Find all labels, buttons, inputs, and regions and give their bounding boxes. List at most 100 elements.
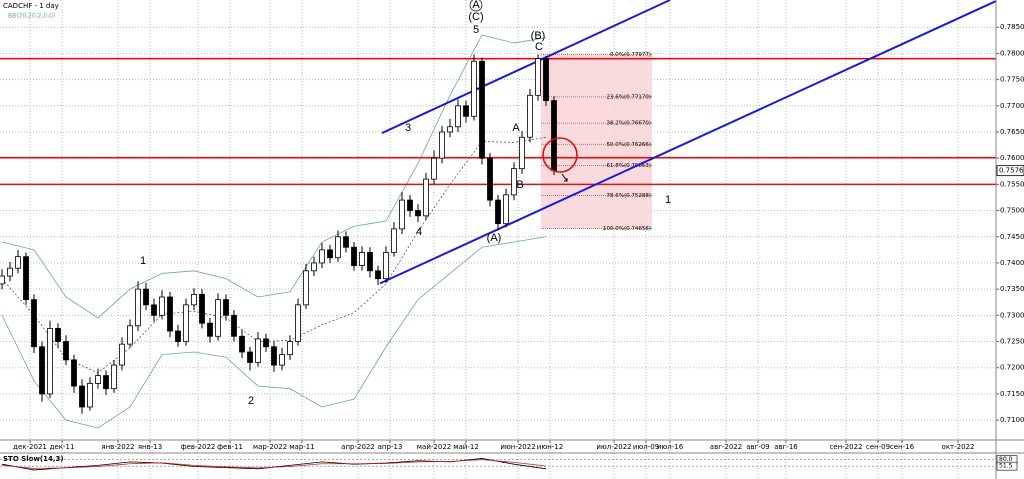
candle-body <box>95 375 101 384</box>
candle-body <box>47 328 53 395</box>
candle-body <box>351 246 357 266</box>
x-tick-label: сен-09 <box>866 443 890 451</box>
candle-body <box>279 354 285 366</box>
wave-circle <box>469 0 483 12</box>
x-tick-label: апр-13 <box>378 443 403 451</box>
band-upper <box>1 34 547 319</box>
candle-body <box>295 304 301 342</box>
candle-body <box>255 338 261 363</box>
last-price-label: 0.75762 <box>999 167 1024 175</box>
x-tick-label: авг-2022 <box>710 443 742 451</box>
fib-label: 61.8%(0.75863) <box>606 163 651 169</box>
candle-body <box>191 293 197 306</box>
candle-body <box>63 341 69 361</box>
candle-body <box>103 375 109 390</box>
x-tick-label: июл-09 <box>633 443 659 451</box>
candle-body <box>319 249 325 264</box>
last-price-box <box>996 165 1024 177</box>
candle-body <box>167 296 173 332</box>
candle-body <box>159 296 165 316</box>
candle-body <box>335 236 341 259</box>
candle-body <box>407 199 413 211</box>
x-tick-label: дек-2021 <box>13 443 47 451</box>
wave-label: 1 <box>665 194 671 206</box>
candle-body <box>543 58 549 101</box>
candle-body <box>71 359 77 387</box>
candle-body <box>439 131 445 159</box>
x-tick-label: июл-2022 <box>596 443 631 451</box>
candle-body <box>527 94 533 138</box>
candle-body <box>519 136 525 170</box>
candle-body <box>239 335 245 353</box>
candle-body <box>151 304 157 316</box>
wave-label: 5 <box>473 24 479 36</box>
channel-line <box>381 0 671 134</box>
candle-body <box>551 100 557 172</box>
osc-level-box <box>996 461 1018 471</box>
channel-line <box>379 0 997 285</box>
fib-label: 78.6%(0.75288) <box>606 193 651 199</box>
x-tick-label: фев-2022 <box>181 443 216 451</box>
candle-body <box>399 199 405 230</box>
candle-body <box>511 168 517 196</box>
candle-body <box>343 236 349 248</box>
candle-body <box>471 60 477 117</box>
wave-label: (A) <box>487 232 502 244</box>
candle-body <box>183 304 189 342</box>
candle-body <box>15 256 21 269</box>
candle-body <box>111 364 117 390</box>
candle-body <box>39 346 45 395</box>
x-tick-label: фев-11 <box>217 443 243 451</box>
candle-body <box>447 126 453 133</box>
x-tick-label: мар-2022 <box>253 443 287 451</box>
wave-label: 2 <box>248 395 254 407</box>
osc-level-label: 80.0 <box>999 456 1013 463</box>
candle-body <box>375 270 381 280</box>
candle-body <box>327 249 333 259</box>
candle-body <box>423 178 429 217</box>
candle-body <box>287 341 293 356</box>
fib-zone <box>541 54 652 229</box>
x-tick-label: сен-2022 <box>829 443 862 451</box>
x-tick-label: дек-11 <box>50 443 75 451</box>
band-lower <box>1 236 547 429</box>
x-tick-label: янв-2022 <box>101 443 134 451</box>
candle-body <box>455 105 461 128</box>
candle-body <box>119 343 125 366</box>
candle-body <box>263 338 269 348</box>
candle-body <box>79 385 85 408</box>
x-tick-label: мар-11 <box>289 443 314 451</box>
candle-body <box>479 60 485 159</box>
x-tick-label: янв-13 <box>138 443 162 451</box>
candle-body <box>223 299 229 316</box>
x-tick-label: июл-16 <box>657 443 684 451</box>
candle-body <box>23 256 29 301</box>
x-tick-label: май-12 <box>453 443 479 451</box>
wave-label: 4 <box>416 226 422 238</box>
candle-body <box>303 270 309 306</box>
candle-body <box>463 105 469 117</box>
candle-body <box>31 299 37 348</box>
arrow <box>561 173 568 182</box>
wave-label: A <box>472 0 480 11</box>
x-tick-label: авг-09 <box>746 443 770 451</box>
wave-label: C <box>535 41 543 53</box>
candle-body <box>7 267 13 277</box>
candle-body <box>391 228 397 253</box>
fib-label: 38.2%(0.76670) <box>606 121 651 127</box>
x-tick-label: авг-16 <box>774 443 798 451</box>
candle-body <box>495 199 501 225</box>
fib-label: 50.0%(0.76266) <box>606 142 651 148</box>
candle-body <box>199 293 205 324</box>
osc-line <box>1 459 547 469</box>
candle-body <box>415 210 421 217</box>
